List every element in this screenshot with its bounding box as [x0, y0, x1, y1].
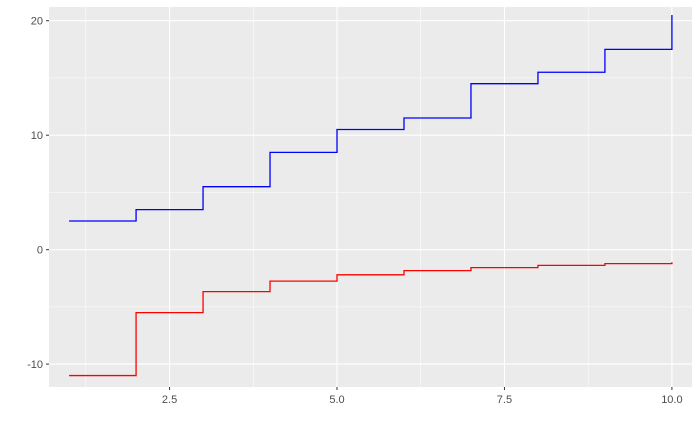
y-tick-label: -10 [27, 359, 43, 371]
y-axis: -10 0 10 20 [27, 16, 49, 371]
y-tick-label: 10 [31, 130, 43, 142]
y-tick-label: 0 [37, 245, 43, 257]
x-tick-label: 7.5 [497, 394, 512, 406]
x-tick-label: 5.0 [329, 394, 344, 406]
major-gridlines [49, 7, 692, 387]
series-line-2 [69, 262, 673, 377]
series-layer [69, 15, 673, 377]
series-line-1 [69, 15, 673, 222]
y-tick-label: 20 [31, 16, 43, 28]
minor-gridlines [49, 7, 692, 387]
plot-panel [49, 7, 692, 387]
x-axis: 2.5 5.0 7.5 10.0 [162, 387, 683, 406]
x-tick-label: 2.5 [162, 394, 177, 406]
x-tick-label: 10.0 [661, 394, 682, 406]
